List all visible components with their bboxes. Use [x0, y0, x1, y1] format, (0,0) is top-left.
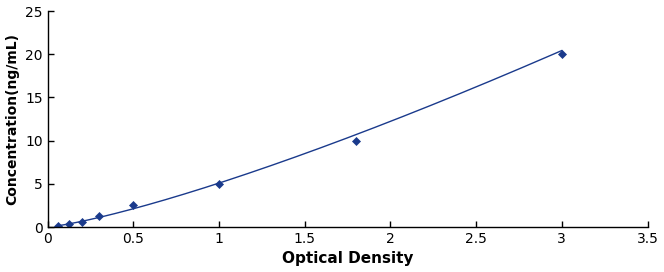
Y-axis label: Concentration(ng/mL): Concentration(ng/mL) [5, 33, 19, 205]
X-axis label: Optical Density: Optical Density [282, 251, 413, 267]
